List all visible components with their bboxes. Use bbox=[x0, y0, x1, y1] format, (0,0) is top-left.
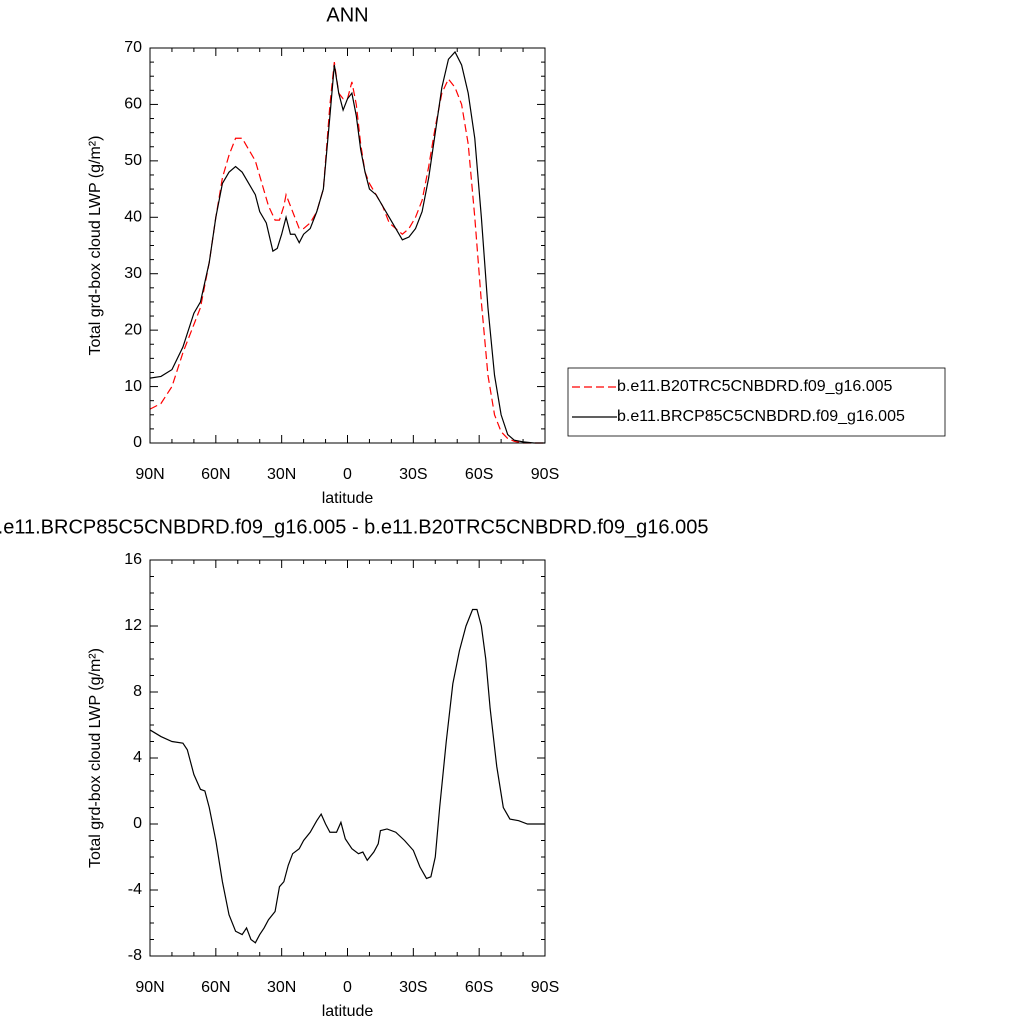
x-axis-label: latitude bbox=[322, 490, 374, 507]
y-tick-label: 0 bbox=[133, 434, 142, 451]
chart-title: ANN bbox=[326, 4, 368, 26]
x-tick-label: 90S bbox=[531, 466, 559, 483]
y-tick-label: 40 bbox=[124, 209, 142, 226]
plot-frame bbox=[149, 47, 546, 444]
data-line bbox=[149, 50, 545, 444]
x-tick-label: 90S bbox=[531, 979, 559, 996]
legend-box bbox=[567, 367, 946, 437]
data-line bbox=[149, 608, 545, 944]
y-tick-label: -4 bbox=[128, 881, 142, 898]
y-tick-label: 20 bbox=[124, 321, 142, 338]
x-tick-label: 60N bbox=[201, 466, 230, 483]
legend-label: b.e11.BRCP85C5CNBDRD.f09_g16.005 bbox=[617, 408, 905, 425]
x-tick-label: 60S bbox=[465, 979, 493, 996]
x-tick-label: 90N bbox=[135, 466, 164, 483]
y-tick-label: 8 bbox=[133, 683, 142, 700]
x-tick-label: 30S bbox=[399, 466, 427, 483]
y-tick-label: -8 bbox=[128, 947, 142, 964]
y-axis-label: Total grd-box cloud LWP (g/m²) bbox=[87, 136, 104, 356]
y-tick-label: 0 bbox=[133, 815, 142, 832]
x-tick-label: 60S bbox=[465, 466, 493, 483]
x-tick-label: 30S bbox=[399, 979, 427, 996]
x-tick-label: 30N bbox=[267, 979, 296, 996]
x-tick-label: 90N bbox=[135, 979, 164, 996]
chart-title: b.e11.BRCP85C5CNBDRD.f09_g16.005 - b.e11… bbox=[0, 516, 708, 538]
y-tick-label: 60 bbox=[124, 96, 142, 113]
plot-frame bbox=[149, 559, 546, 957]
y-tick-label: 50 bbox=[124, 152, 142, 169]
x-tick-label: 30N bbox=[267, 466, 296, 483]
x-tick-label: 0 bbox=[343, 466, 352, 483]
y-axis-label: Total grd-box cloud LWP (g/m²) bbox=[87, 648, 104, 868]
data-line bbox=[149, 62, 545, 444]
y-tick-label: 12 bbox=[124, 617, 142, 634]
y-tick-label: 10 bbox=[124, 378, 142, 395]
x-axis-label: latitude bbox=[322, 1003, 374, 1020]
y-tick-label: 30 bbox=[124, 265, 142, 282]
y-tick-label: 16 bbox=[124, 551, 142, 568]
y-tick-label: 70 bbox=[124, 39, 142, 56]
x-tick-label: 60N bbox=[201, 979, 230, 996]
legend-label: b.e11.B20TRC5CNBDRD.f09_g16.005 bbox=[617, 378, 893, 395]
y-tick-label: 4 bbox=[133, 749, 142, 766]
x-tick-label: 0 bbox=[343, 979, 352, 996]
